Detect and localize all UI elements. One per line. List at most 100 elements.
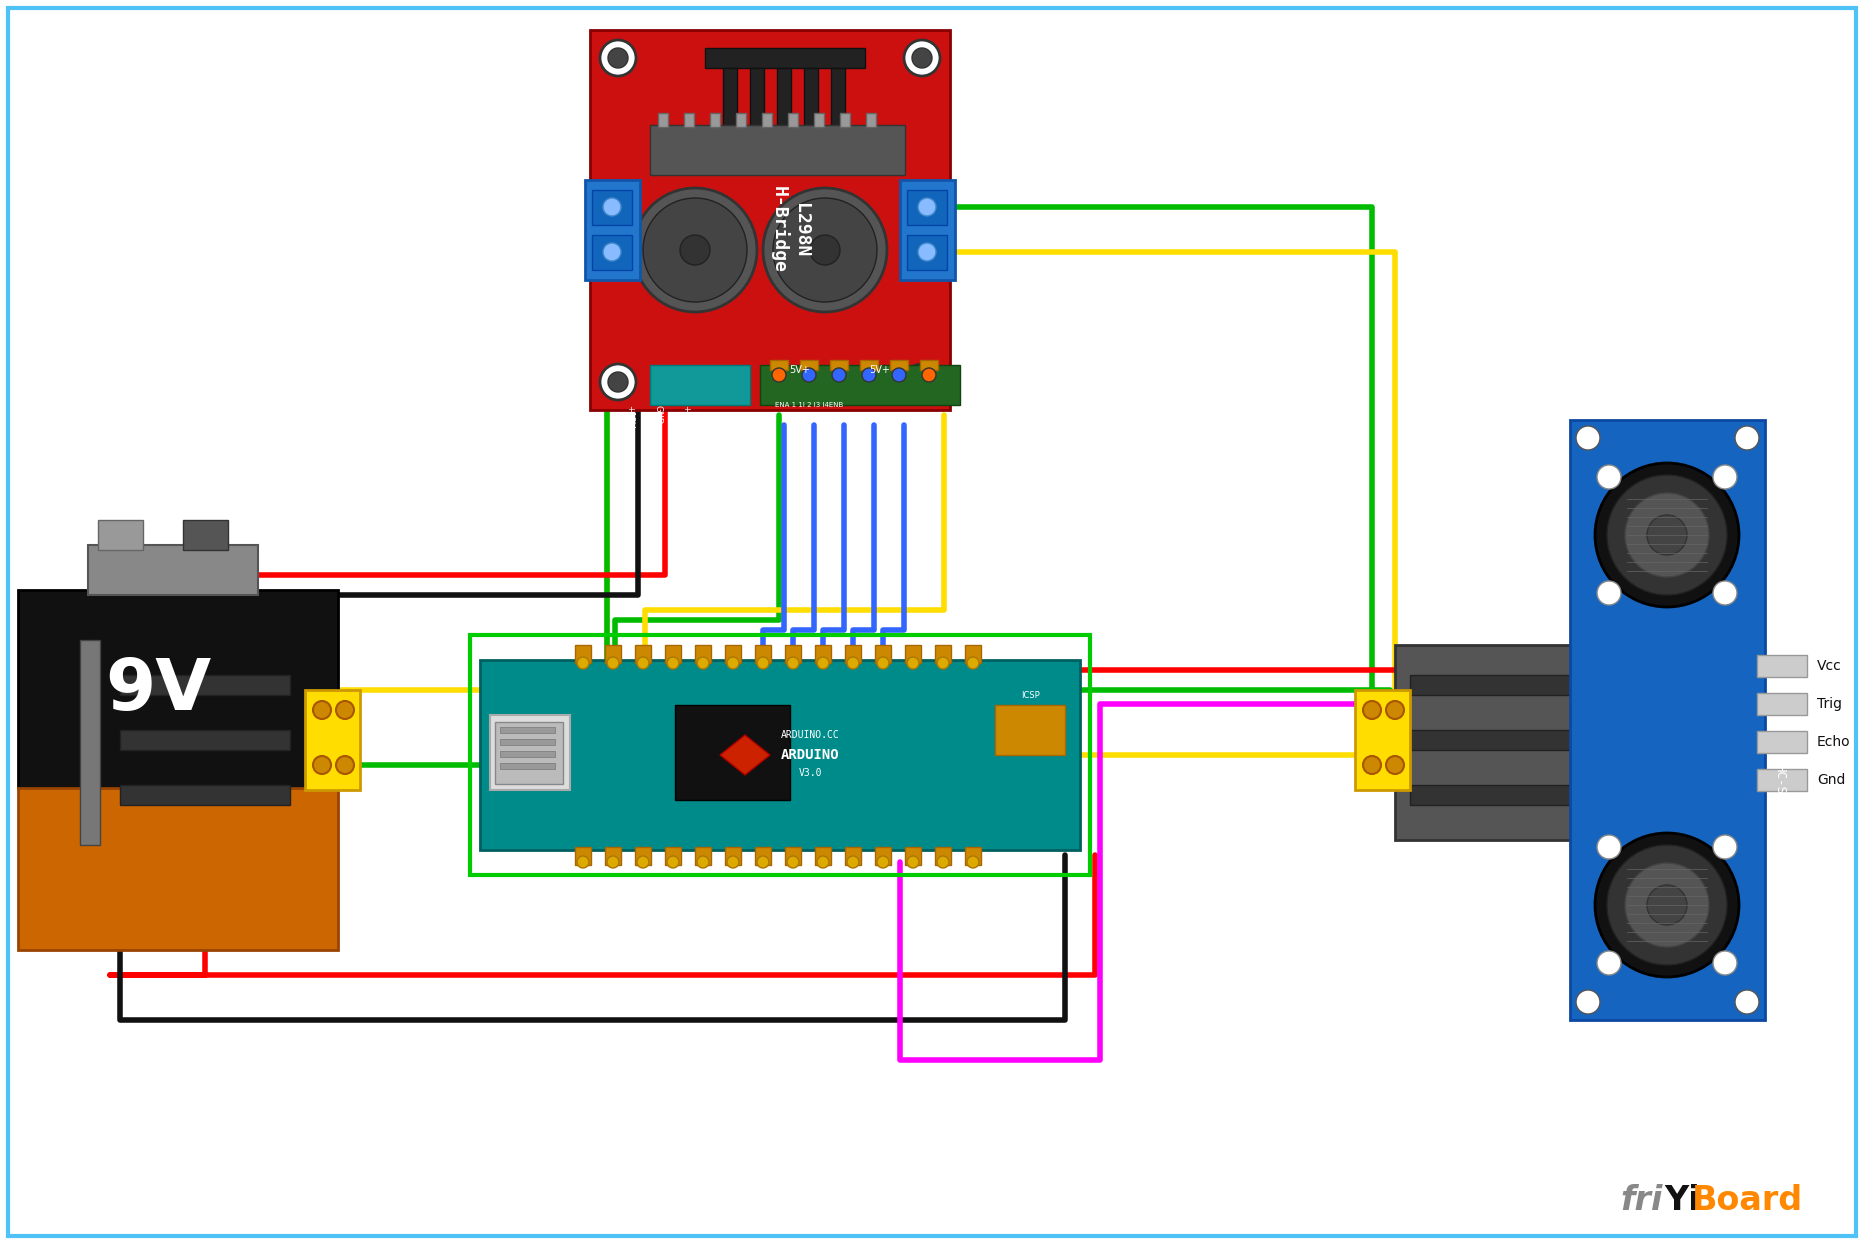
Text: Vcc: Vcc (1817, 659, 1842, 673)
Polygon shape (496, 722, 563, 784)
Circle shape (1607, 845, 1728, 965)
Circle shape (1363, 702, 1381, 719)
Polygon shape (1394, 644, 1635, 840)
Circle shape (313, 702, 332, 719)
Polygon shape (785, 644, 802, 663)
Polygon shape (636, 644, 651, 663)
Circle shape (608, 856, 619, 868)
Polygon shape (874, 847, 891, 865)
Polygon shape (80, 639, 101, 845)
Polygon shape (829, 360, 848, 369)
Polygon shape (88, 545, 257, 595)
Circle shape (923, 368, 936, 382)
Polygon shape (591, 30, 951, 411)
Polygon shape (761, 364, 960, 406)
Polygon shape (86, 644, 324, 840)
Polygon shape (867, 113, 876, 127)
Circle shape (757, 657, 770, 669)
Polygon shape (593, 235, 632, 270)
Polygon shape (936, 847, 951, 865)
Text: ARDUINO: ARDUINO (781, 748, 839, 763)
Text: +5V: +5V (682, 406, 690, 423)
Polygon shape (755, 847, 772, 865)
Polygon shape (788, 113, 798, 127)
Circle shape (1713, 950, 1737, 975)
Text: L298N
H-Bridge: L298N H-Bridge (770, 187, 811, 274)
Polygon shape (720, 735, 770, 775)
Polygon shape (481, 661, 1079, 850)
Circle shape (904, 40, 939, 76)
Text: ENA 1 1I 2 I3 I4ENB: ENA 1 1I 2 I3 I4ENB (775, 402, 843, 408)
Text: Trig: Trig (1817, 697, 1842, 712)
Polygon shape (658, 113, 667, 127)
Polygon shape (490, 715, 570, 790)
Circle shape (608, 49, 628, 68)
Circle shape (908, 657, 919, 669)
Polygon shape (99, 520, 144, 550)
Circle shape (967, 657, 979, 669)
Circle shape (578, 856, 589, 868)
Polygon shape (306, 690, 360, 790)
Polygon shape (921, 360, 938, 369)
Circle shape (1735, 425, 1760, 450)
Polygon shape (749, 68, 764, 128)
Polygon shape (725, 644, 742, 663)
Circle shape (1713, 835, 1737, 860)
Circle shape (336, 702, 354, 719)
Circle shape (811, 235, 841, 265)
Circle shape (893, 368, 906, 382)
Polygon shape (675, 705, 790, 800)
Polygon shape (593, 190, 632, 225)
Circle shape (908, 856, 919, 868)
Polygon shape (770, 360, 788, 369)
Circle shape (727, 856, 738, 868)
Text: GND: GND (654, 406, 662, 424)
Circle shape (1387, 702, 1404, 719)
Circle shape (1596, 833, 1739, 977)
Circle shape (1597, 835, 1622, 860)
Circle shape (1363, 756, 1381, 774)
Polygon shape (1758, 693, 1806, 715)
Polygon shape (725, 847, 742, 865)
Polygon shape (636, 847, 651, 865)
Circle shape (1713, 465, 1737, 489)
Polygon shape (705, 49, 865, 68)
Polygon shape (606, 644, 621, 663)
Circle shape (762, 188, 887, 312)
Circle shape (1387, 756, 1404, 774)
Text: fri: fri (1620, 1183, 1663, 1217)
Circle shape (667, 856, 678, 868)
Polygon shape (1409, 675, 1581, 695)
Text: 5V+: 5V+ (870, 364, 891, 374)
Polygon shape (684, 113, 693, 127)
Circle shape (757, 856, 770, 868)
Polygon shape (665, 847, 680, 865)
Circle shape (917, 243, 936, 261)
Polygon shape (500, 763, 555, 769)
Polygon shape (800, 360, 818, 369)
Text: V3.0: V3.0 (798, 768, 822, 778)
Polygon shape (874, 644, 891, 663)
Polygon shape (936, 644, 951, 663)
Polygon shape (900, 180, 954, 280)
Circle shape (313, 756, 332, 774)
Circle shape (602, 243, 621, 261)
Text: HC-SR04: HC-SR04 (1773, 764, 1786, 816)
Circle shape (1625, 493, 1709, 577)
Circle shape (643, 198, 747, 302)
Polygon shape (815, 644, 831, 663)
Circle shape (600, 364, 636, 401)
Circle shape (667, 657, 678, 669)
Polygon shape (723, 68, 736, 128)
Polygon shape (695, 644, 710, 663)
Text: ICSP: ICSP (1021, 690, 1040, 700)
Circle shape (1713, 581, 1737, 605)
Polygon shape (755, 644, 772, 663)
Circle shape (1648, 884, 1687, 926)
Circle shape (917, 198, 936, 216)
Circle shape (802, 368, 816, 382)
Polygon shape (500, 726, 555, 733)
Circle shape (637, 657, 649, 669)
Polygon shape (906, 644, 921, 663)
Circle shape (816, 657, 829, 669)
